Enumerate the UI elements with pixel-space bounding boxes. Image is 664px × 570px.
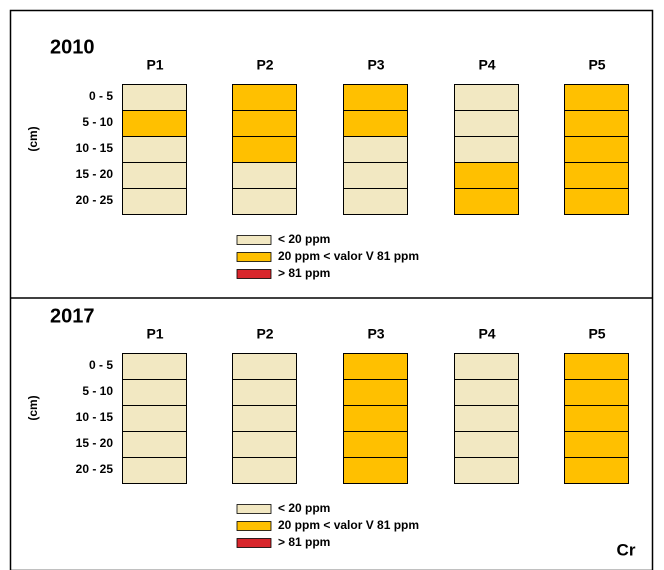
column-label: P5 — [588, 57, 605, 73]
cell — [454, 405, 519, 432]
legend-label: 20 ppm < valor V 81 ppm — [278, 518, 419, 532]
legend-swatch — [236, 252, 272, 262]
cell — [343, 162, 408, 189]
depth-label: 0 - 5 — [89, 89, 113, 103]
depth-label: 20 - 25 — [76, 193, 114, 207]
depth-label: 15 - 20 — [76, 167, 114, 181]
legend-swatch — [236, 521, 272, 531]
cell — [122, 405, 187, 432]
column-label: P3 — [367, 326, 384, 342]
cell — [564, 162, 629, 189]
axis-label: (cm) — [26, 395, 40, 420]
cell — [232, 110, 297, 137]
element-label: Cr — [617, 540, 636, 559]
cell — [564, 136, 629, 163]
cell — [454, 110, 519, 137]
cell — [122, 188, 187, 215]
cell — [454, 457, 519, 484]
cell — [564, 379, 629, 406]
frame — [9, 9, 654, 570]
legend-label: < 20 ppm — [278, 501, 330, 515]
cell — [343, 457, 408, 484]
axis-label: (cm) — [26, 126, 40, 151]
cell — [454, 84, 519, 111]
cell — [564, 188, 629, 215]
year: 2017 — [50, 305, 95, 327]
depth-label: 20 - 25 — [76, 462, 114, 476]
cell — [564, 110, 629, 137]
cell — [454, 162, 519, 189]
cell — [122, 84, 187, 111]
cell — [122, 353, 187, 380]
legend-label: < 20 ppm — [278, 232, 330, 246]
cell — [343, 110, 408, 137]
legend-swatch — [236, 504, 272, 514]
legend-label: > 81 ppm — [278, 266, 330, 280]
cell — [122, 379, 187, 406]
depth-label: 10 - 15 — [76, 410, 114, 424]
column-label: P4 — [478, 57, 495, 73]
cell — [122, 110, 187, 137]
cell — [232, 457, 297, 484]
cell — [564, 431, 629, 458]
cell — [122, 431, 187, 458]
column-label: P2 — [256, 57, 273, 73]
column-label: P5 — [588, 326, 605, 342]
year: 2010 — [50, 36, 95, 58]
column-label: P4 — [478, 326, 495, 342]
depth-label: 10 - 15 — [76, 141, 114, 155]
cell — [232, 353, 297, 380]
cell — [232, 188, 297, 215]
cell — [454, 353, 519, 380]
legend-swatch — [236, 269, 272, 279]
cell — [343, 84, 408, 111]
cell — [232, 162, 297, 189]
depth-label: 0 - 5 — [89, 358, 113, 372]
column-label: P1 — [146, 57, 163, 73]
legend-swatch — [236, 538, 272, 548]
cell — [454, 136, 519, 163]
cell — [343, 188, 408, 215]
legend-swatch — [236, 235, 272, 245]
legend-label: 20 ppm < valor V 81 ppm — [278, 249, 419, 263]
cell — [564, 405, 629, 432]
column-label: P2 — [256, 326, 273, 342]
cell — [122, 162, 187, 189]
column-label: P1 — [146, 326, 163, 342]
cell — [122, 457, 187, 484]
cell — [564, 84, 629, 111]
cell — [564, 457, 629, 484]
cell — [454, 188, 519, 215]
cell — [343, 379, 408, 406]
cell — [343, 353, 408, 380]
cell — [454, 431, 519, 458]
cell — [564, 353, 629, 380]
cell — [232, 136, 297, 163]
cell — [232, 84, 297, 111]
depth-label: 5 - 10 — [82, 115, 113, 129]
cell — [232, 379, 297, 406]
depth-label: 5 - 10 — [82, 384, 113, 398]
cell — [232, 405, 297, 432]
legend-label: > 81 ppm — [278, 535, 330, 549]
cell — [343, 405, 408, 432]
cell — [454, 379, 519, 406]
cell — [343, 431, 408, 458]
depth-label: 15 - 20 — [76, 436, 114, 450]
column-label: P3 — [367, 57, 384, 73]
cell — [122, 136, 187, 163]
cell — [232, 431, 297, 458]
cell — [343, 136, 408, 163]
